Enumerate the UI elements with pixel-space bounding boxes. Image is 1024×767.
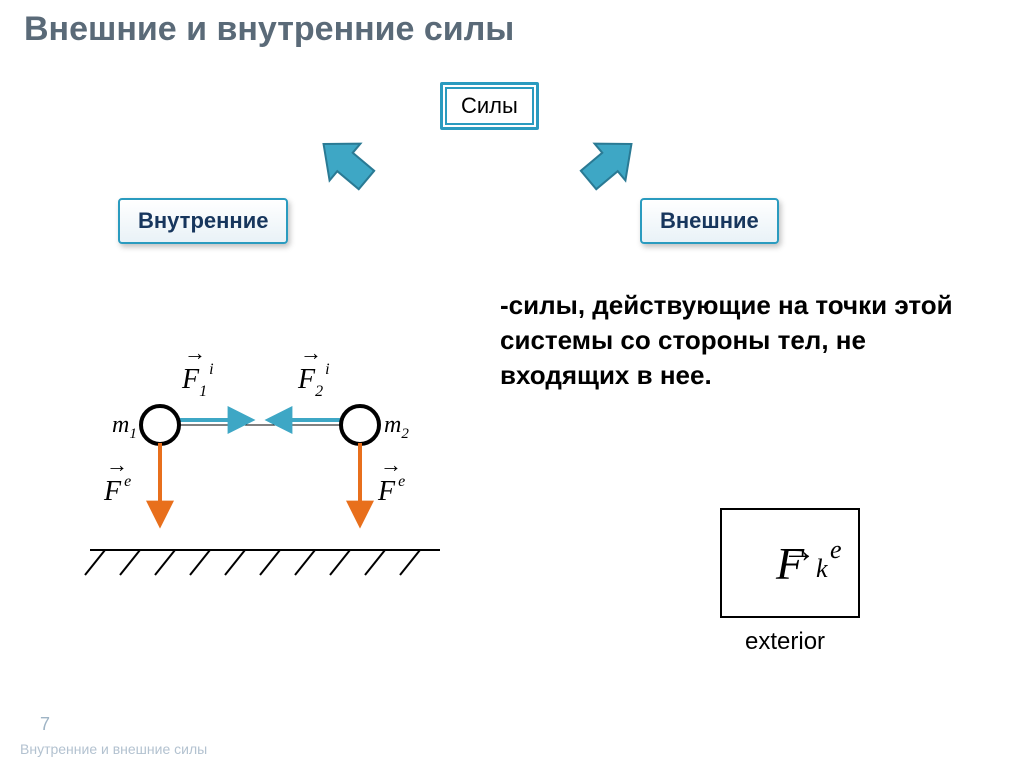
svg-text:Fe: Fe [377,473,405,507]
arrow-to-internal-icon [290,122,400,202]
label-F1i: → F1i [181,340,214,400]
svg-text:F2i: F2i [297,361,330,400]
mass-1-icon [141,406,179,444]
svg-text:m2: m2 [384,412,409,442]
label-F2i: → F2i [297,340,330,400]
svg-text:→: → [184,340,206,365]
definition-text: -силы, действующие на точки этой системы… [500,288,970,393]
symbol-sub: k [816,554,828,584]
vector-arrow-icon: → [782,533,816,571]
symbol-sup: e [830,535,842,565]
page-number: 7 [40,714,50,735]
box-external: Внешние [640,198,779,244]
label-m2: m2 [384,412,409,442]
footer-text: Внутренние и внешние силы [20,741,207,757]
label-Fe-left: → Fe [103,452,131,507]
arrow-to-external-icon [555,122,665,202]
symbol-box: → F k e [720,508,860,618]
box-internal: Внутренние [118,198,288,244]
mass-2-icon [341,406,379,444]
box-forces-root: Силы [440,82,539,130]
label-m1: m1 [112,412,137,442]
ground-hatching [85,550,420,575]
svg-text:F1i: F1i [181,361,214,400]
mechanics-diagram: m1 m2 → F1i → F2i → Fe → Fe [60,320,460,600]
svg-text:m1: m1 [112,412,137,442]
symbol-caption: exterior [745,628,825,656]
svg-text:→: → [300,340,322,365]
svg-text:Fe: Fe [103,473,131,507]
label-Fe-right: → Fe [377,452,405,507]
slide-title: Внешние и внутренние силы [24,10,514,49]
